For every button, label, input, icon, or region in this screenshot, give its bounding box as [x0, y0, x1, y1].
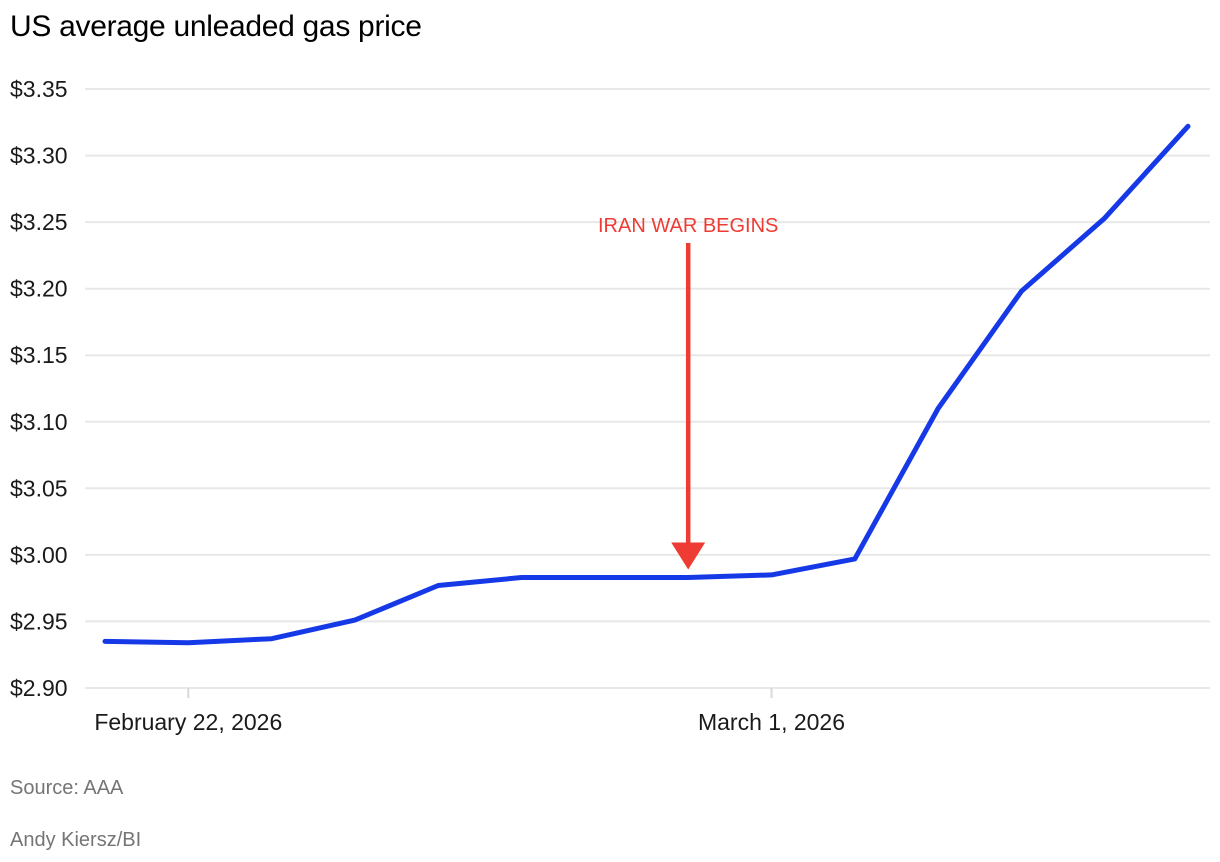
y-axis-label: $2.95	[10, 608, 68, 634]
y-axis-label: $3.10	[10, 409, 68, 435]
credit-label: Andy Kiersz/BI	[10, 829, 142, 851]
price-line	[102, 123, 1191, 646]
annotation-label: IRAN WAR BEGINS	[598, 215, 778, 237]
y-axis-label: $3.30	[10, 143, 68, 169]
y-axis-label: $3.25	[10, 209, 68, 235]
y-axis-label: $3.00	[10, 542, 68, 568]
y-axis-label: $3.20	[10, 276, 68, 302]
y-axis-label: $3.05	[10, 475, 68, 501]
y-axis-label: $2.90	[10, 675, 68, 701]
annotation-arrow-head	[671, 542, 706, 570]
y-axis-label: $3.15	[10, 342, 68, 368]
source-label: Source: AAA	[10, 777, 124, 799]
y-axis-label: $3.35	[10, 76, 68, 102]
chart-title: US average unleaded gas price	[10, 10, 422, 43]
x-axis-label: March 1, 2026	[698, 709, 845, 735]
x-axis-label: February 22, 2026	[94, 709, 282, 735]
